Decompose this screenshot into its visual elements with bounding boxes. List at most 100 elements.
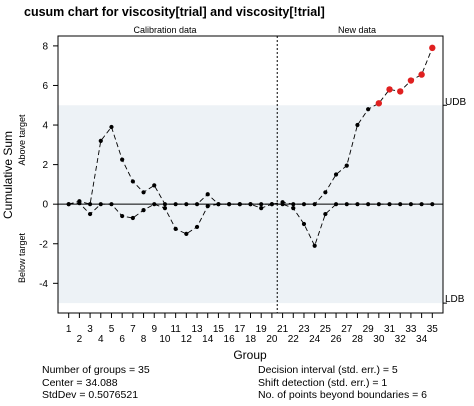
point-lower-16: [227, 202, 232, 207]
point-lower-24: [312, 243, 317, 248]
point-lower-12: [184, 231, 189, 236]
point-upper-10: [162, 202, 168, 207]
point-upper-31: [386, 86, 393, 93]
x-axis-title: Group: [233, 348, 267, 362]
point-upper-14: [205, 192, 210, 197]
x-tick-label-even: 2: [77, 334, 83, 345]
point-upper-32: [397, 88, 404, 95]
point-upper-28: [355, 122, 360, 128]
y-tick-label: -2: [39, 239, 48, 250]
x-tick-label-even: 28: [352, 334, 364, 345]
x-tick-label-even: 32: [395, 334, 407, 345]
x-tick-label: 15: [213, 324, 225, 335]
x-tick-label: 17: [234, 324, 246, 335]
point-lower-3: [87, 211, 93, 217]
x-tick-label: 31: [384, 324, 396, 335]
point-upper-5: [109, 124, 114, 130]
x-tick-label-even: 4: [98, 334, 104, 345]
x-tick-label-even: 6: [119, 334, 125, 345]
x-tick-label-even: 34: [416, 334, 428, 345]
stats-left: Number of groups = 35 Center = 34.088 St…: [42, 364, 150, 402]
point-lower-17: [237, 202, 242, 207]
x-tick-label: 19: [256, 324, 268, 335]
series-line-lower: [68, 202, 433, 247]
x-tick-label: 3: [87, 324, 93, 335]
x-tick-label-even: 20: [266, 334, 278, 345]
phase-label-calibration: Calibration data: [133, 25, 196, 35]
x-tick-label-even: 8: [141, 334, 147, 345]
y-tick-label: -4: [39, 279, 48, 290]
point-upper-3: [87, 202, 93, 207]
y-tick-label: 0: [42, 200, 48, 211]
x-tick-label-even: 14: [202, 334, 214, 345]
x-tick-label-even: 30: [373, 334, 385, 345]
stat-stddev: StdDev = 0.5076521: [42, 389, 139, 401]
stats-right: Decision interval (std. err.) = 5 Shift …: [258, 364, 427, 402]
point-upper-35: [429, 44, 436, 52]
point-lower-14: [205, 204, 210, 209]
y-axis-subtitle-below: Below target: [17, 232, 27, 283]
x-tick-label: 27: [341, 324, 353, 335]
x-tick-label: 35: [427, 324, 439, 335]
stat-shift-detection: Shift detection (std. err.) = 1: [258, 376, 388, 389]
point-upper-33: [407, 77, 415, 84]
x-tick-label: 21: [277, 324, 289, 335]
udb-label: UDB: [445, 97, 466, 108]
point-lower-31: [387, 202, 392, 207]
point-lower-32: [398, 202, 403, 207]
phase-label-new: New data: [338, 25, 376, 35]
point-upper-12: [184, 202, 189, 207]
x-tick-label-even: 16: [224, 334, 236, 345]
y-tick-label: 6: [42, 81, 48, 92]
point-lower-4: [98, 202, 103, 207]
point-upper-30: [375, 100, 383, 107]
x-tick-label: 23: [298, 324, 310, 335]
stat-points-beyond: No. of points beyond boundaries = 6: [258, 389, 427, 401]
point-lower-35: [430, 202, 435, 207]
stat-number-of-groups: Number of groups = 35: [42, 364, 150, 376]
point-lower-27: [344, 202, 349, 207]
point-lower-19: [259, 206, 264, 211]
x-tick-label: 9: [151, 324, 157, 335]
ldb-label: LDB: [445, 294, 465, 305]
x-tick-label-even: 12: [181, 334, 193, 345]
point-upper-34: [418, 71, 425, 78]
stat-decision-interval: Decision interval (std. err.) = 5: [258, 364, 398, 376]
x-tick-label: 7: [130, 324, 136, 335]
point-upper-22: [291, 202, 296, 207]
point-lower-11: [173, 226, 178, 232]
point-upper-29: [366, 107, 371, 112]
point-upper-4: [98, 138, 103, 143]
x-tick-label: 1: [66, 324, 72, 335]
x-tick-label-even: 18: [245, 334, 257, 345]
point-lower-34: [419, 202, 424, 207]
point-lower-30: [376, 202, 381, 207]
y-tick-label: 4: [42, 121, 48, 132]
point-upper-19: [259, 202, 264, 207]
y-axis-title: Cumulative Sum: [1, 131, 15, 219]
point-lower-6: [120, 213, 125, 219]
point-lower-18: [248, 202, 253, 207]
point-lower-13: [194, 224, 200, 230]
point-upper-24: [312, 202, 317, 207]
point-lower-21: [280, 202, 285, 207]
point-upper-23: [301, 202, 307, 207]
y-axis-subtitle-above: Above target: [17, 114, 27, 166]
x-tick-label: 13: [191, 324, 203, 335]
x-tick-label: 25: [320, 324, 332, 335]
x-tick-label: 11: [170, 324, 181, 335]
y-tick-label: 2: [42, 160, 48, 171]
point-lower-10: [162, 206, 168, 211]
point-upper-27: [344, 163, 349, 168]
point-upper-9: [152, 183, 157, 188]
point-lower-2: [77, 201, 82, 206]
y-tick-label: 8: [42, 41, 48, 52]
stat-center: Center = 34.088: [42, 376, 118, 389]
series-points: [66, 44, 436, 248]
point-upper-11: [173, 202, 178, 207]
point-lower-26: [333, 202, 339, 207]
point-lower-28: [355, 202, 360, 207]
x-tick-label-even: 26: [330, 334, 342, 345]
